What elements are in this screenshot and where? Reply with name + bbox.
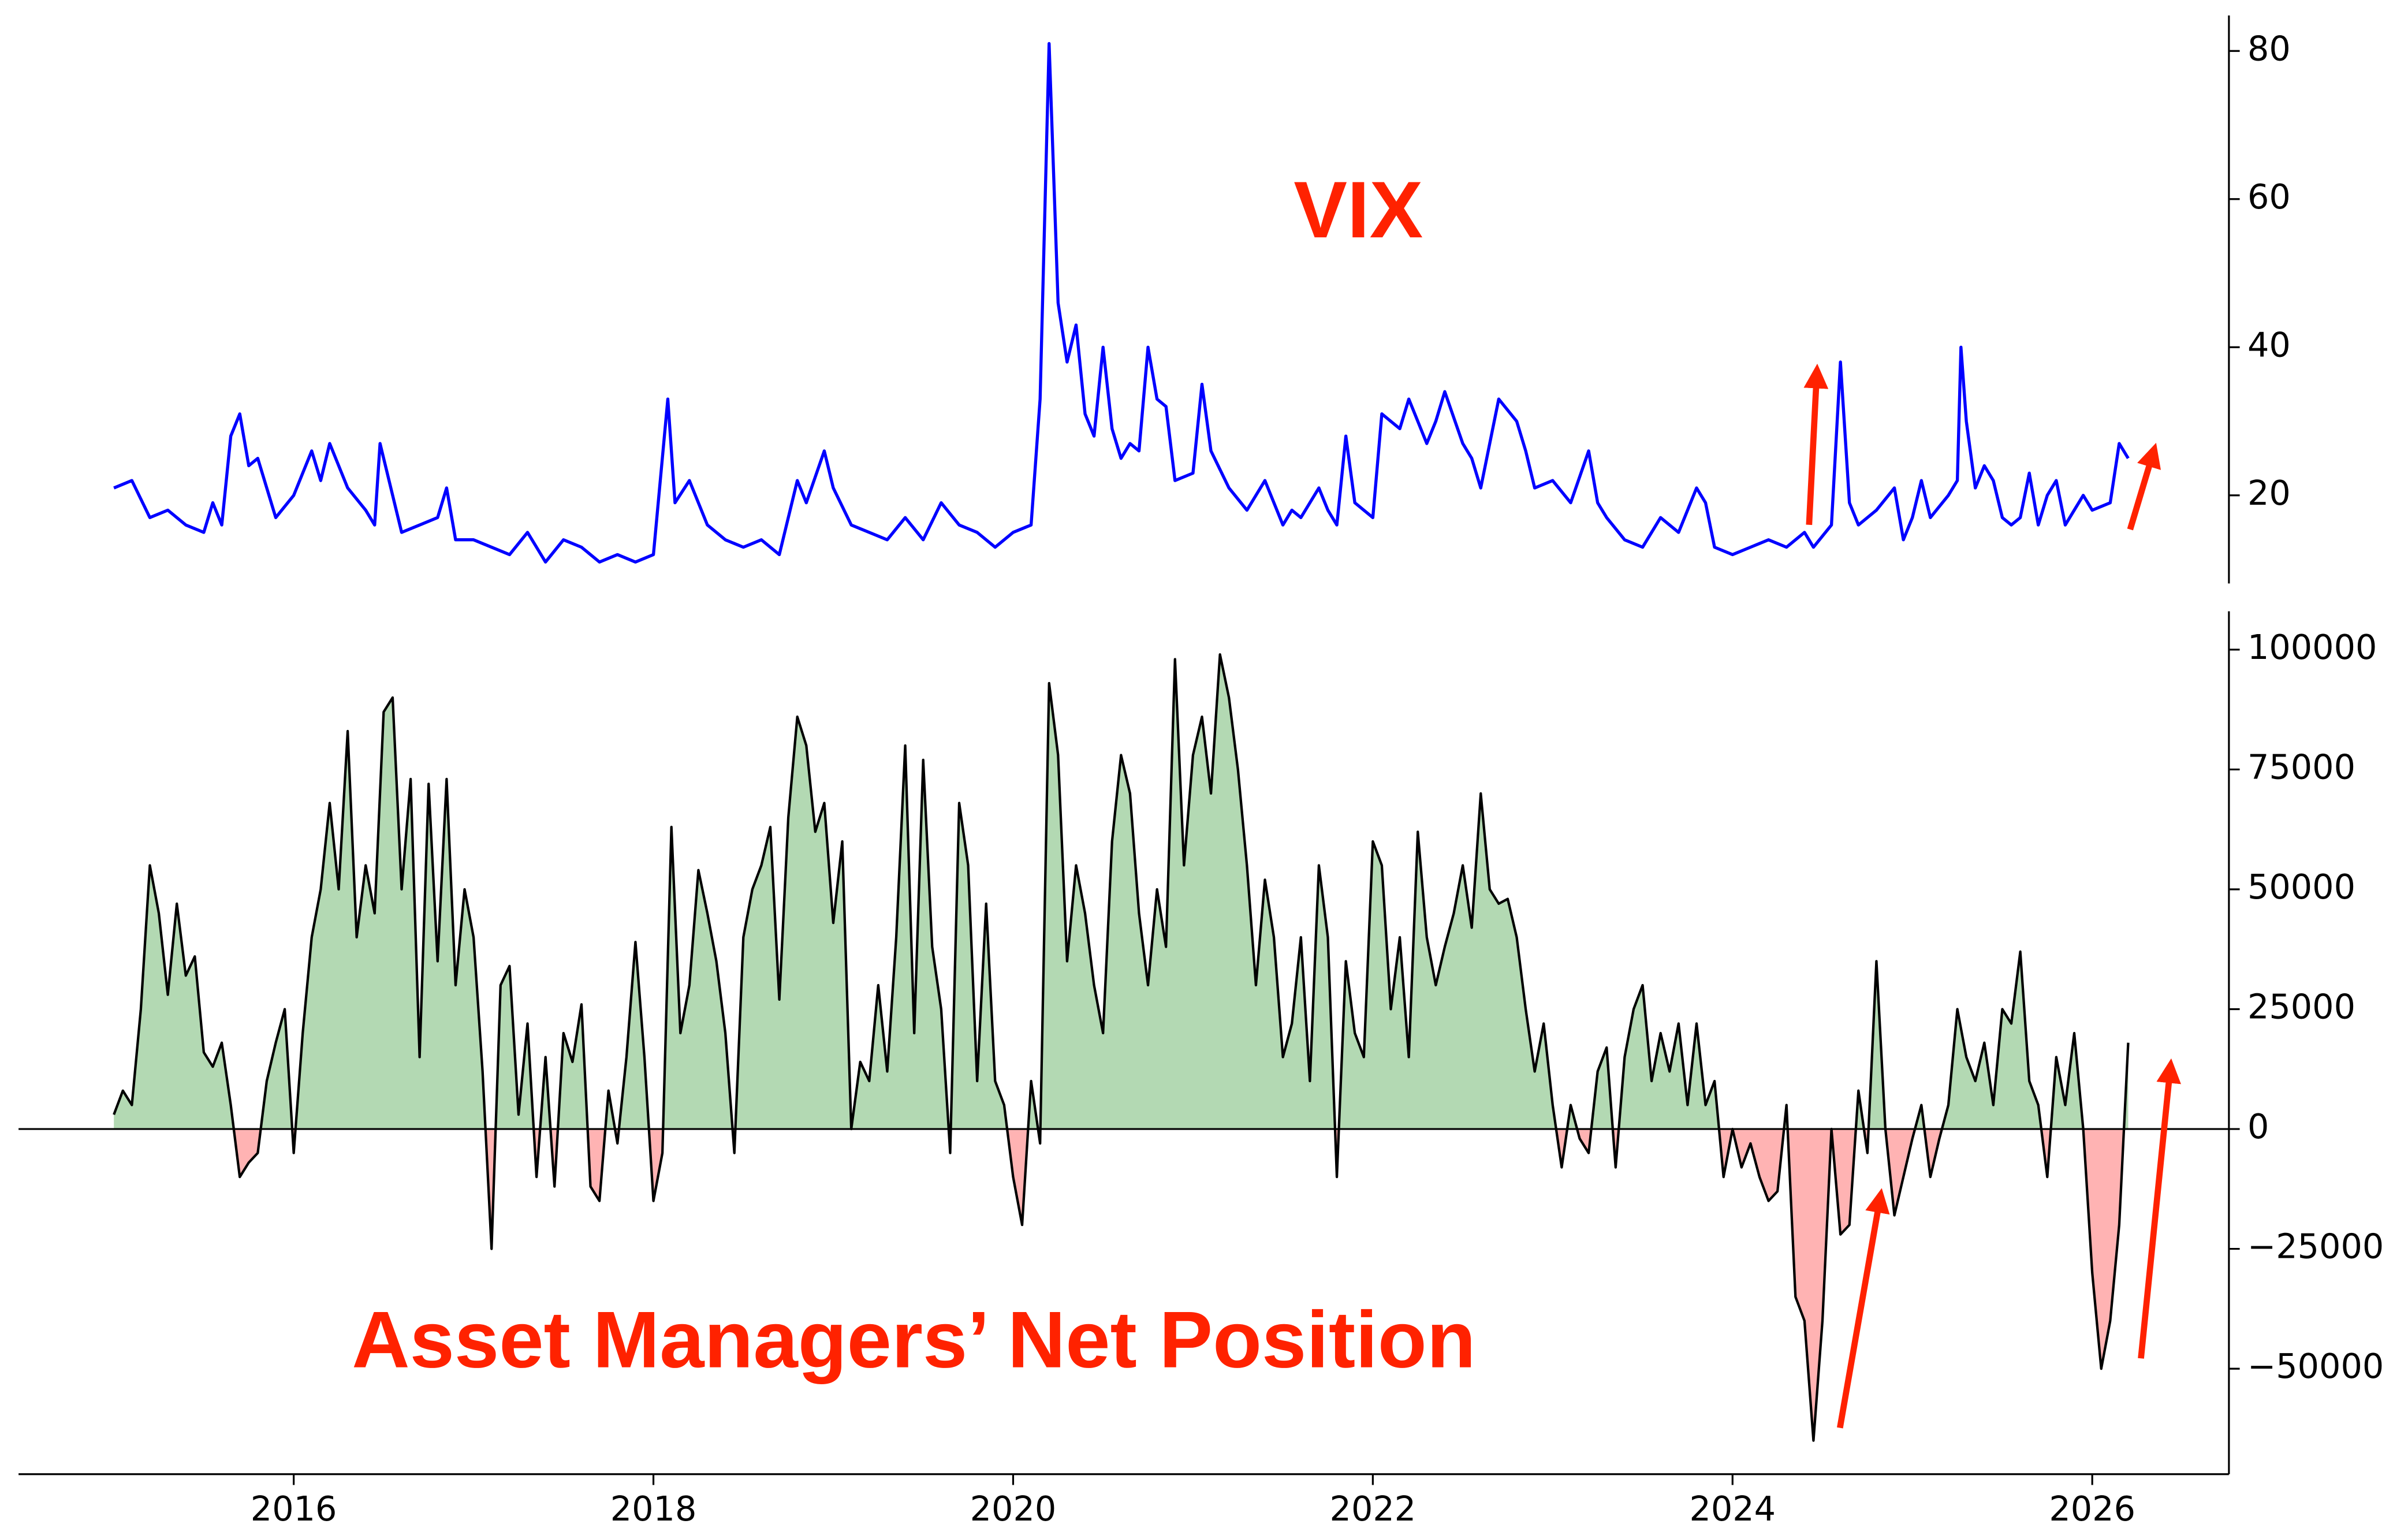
arrow xyxy=(2138,1058,2182,1359)
arrow xyxy=(2127,442,2161,531)
x-tick-label: 2022 xyxy=(1330,1489,1417,1529)
y-tick-label: −25000 xyxy=(2247,1227,2384,1266)
annotation: Asset Managers’ Net Position xyxy=(352,1295,1475,1385)
data-line xyxy=(113,42,2130,564)
y-tick-label: 50000 xyxy=(2247,867,2355,907)
x-tick-label: 2024 xyxy=(1689,1489,1776,1529)
annotation: VIX xyxy=(1294,165,1423,255)
y-tick-label: −50000 xyxy=(2247,1346,2384,1386)
x-tick-label: 2026 xyxy=(2049,1489,2135,1529)
y-tick-label: 40 xyxy=(2247,325,2291,364)
y-tick-label: 60 xyxy=(2247,177,2291,217)
area-positive xyxy=(114,654,2129,1130)
y-tick-label: 25000 xyxy=(2247,987,2355,1027)
y-tick-label: 75000 xyxy=(2247,747,2355,787)
arrow xyxy=(1803,363,1829,526)
x-tick-label: 2016 xyxy=(251,1489,337,1529)
x-tick-label: 2020 xyxy=(970,1489,1057,1529)
y-tick-label: 20 xyxy=(2247,473,2291,513)
y-tick-label: 0 xyxy=(2247,1106,2269,1146)
panel: 20 40 60 80 VIX xyxy=(113,15,2291,584)
y-tick-label: 100000 xyxy=(2247,627,2377,667)
panel: −50000 −25000 0 25000 50000 75000 100000 2016 20… xyxy=(18,611,2384,1529)
arrow xyxy=(1837,1188,1890,1429)
y-tick-label: 80 xyxy=(2247,28,2291,68)
x-tick-label: 2018 xyxy=(610,1489,697,1529)
arrows xyxy=(1803,363,2182,1429)
data-line xyxy=(113,653,2130,1442)
